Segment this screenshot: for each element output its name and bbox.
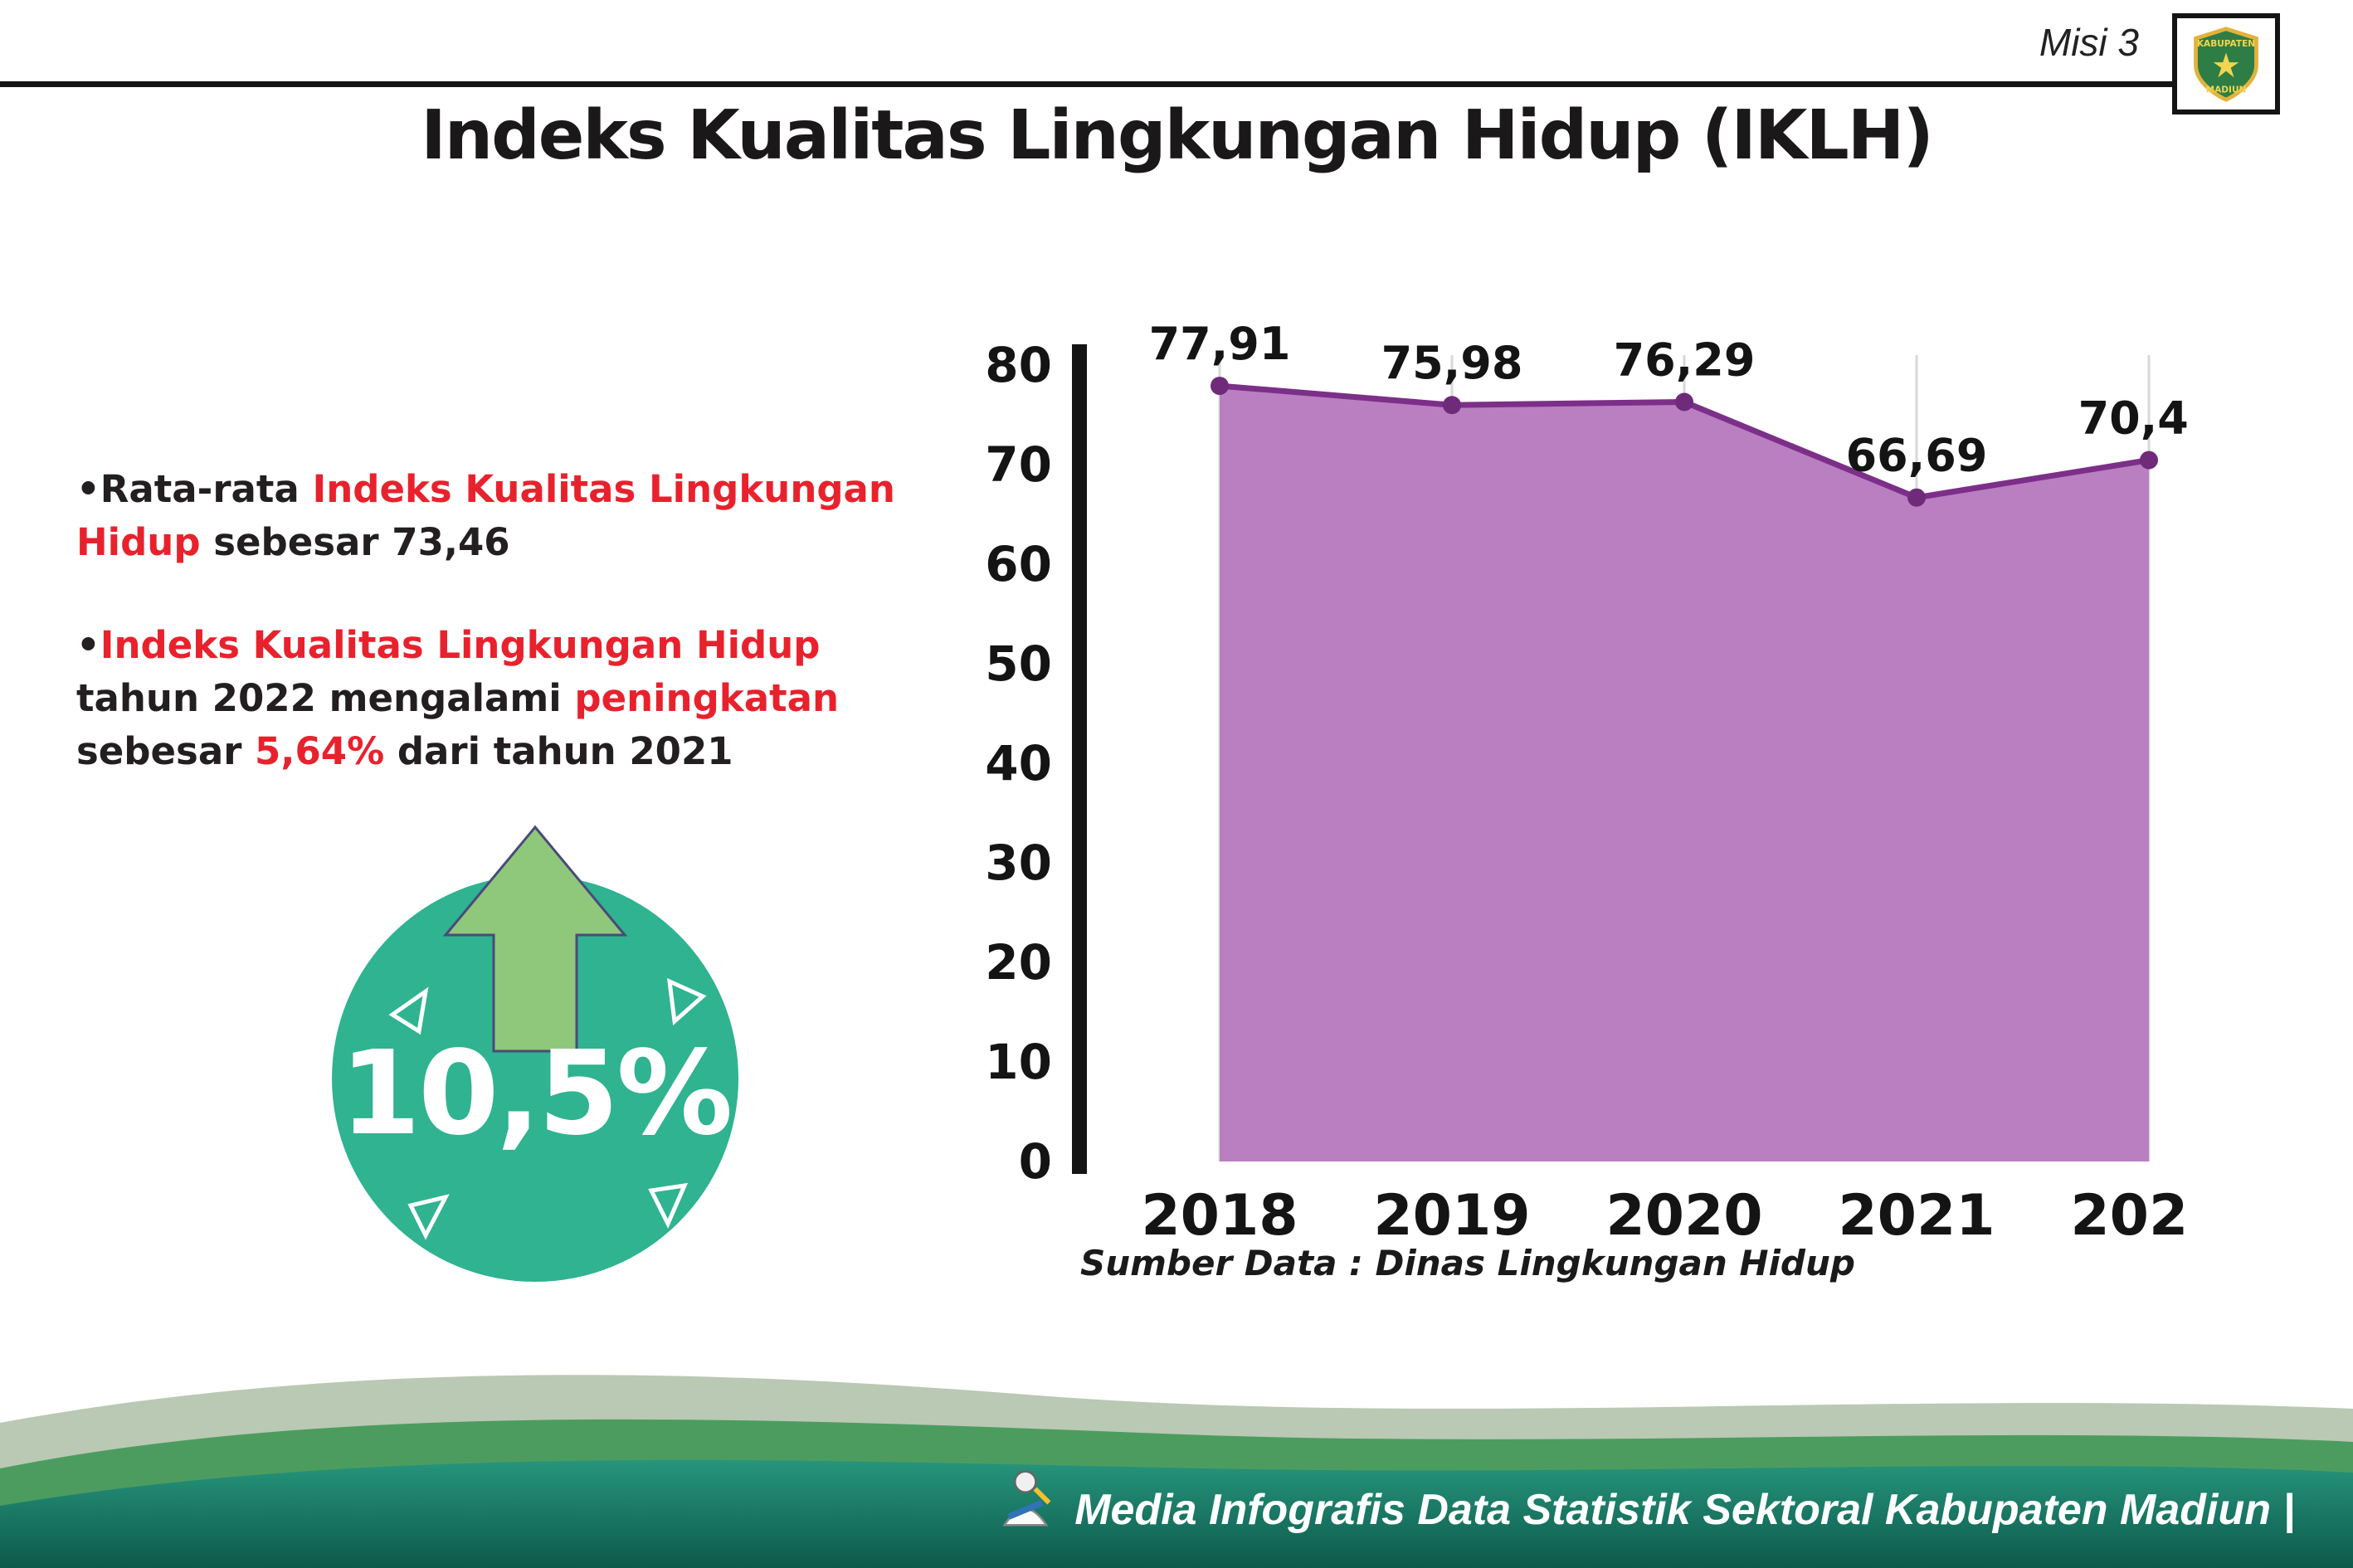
kabupaten-madiun-crest-icon: KABUPATEN MADIUN [2194,27,2258,102]
badge-circle [332,875,738,1282]
chart-y-tick-label: 50 [985,635,1052,692]
chart-value-label: 76,29 [1614,334,1756,387]
chart-point [1211,377,1229,396]
deco-triangle-icon [666,977,707,1026]
chart-point [1675,392,1693,411]
header-rule [0,81,2177,87]
misi-label: Misi 3 [2039,21,2139,64]
text-run: Rata-rata [100,467,313,511]
data-source-note: Sumber Data : Dinas Lingkungan Hidup [1080,1243,1855,1283]
footer-credit-text: Media Infografis Data Statistik Sektoral… [1074,1486,2295,1534]
key-points: •Rata-rata Indeks Kualitas Lingkungan Hi… [76,463,935,827]
text-run-highlight: Indeks Kualitas Lingkungan Hidup [100,622,821,667]
chart-value-label: 77,91 [1149,318,1291,370]
chart-x-label: 2020 [1605,1183,1762,1249]
iklh-area-chart: 77,91 75,98 76,29 66,69 70,45 0 10 20 30 40 50 60 70… [979,282,2227,1319]
deco-triangle-icon [648,1182,689,1229]
chart-y-tick-label: 10 [985,1034,1052,1090]
footer: Media Infografis Data Statistik Sektoral… [0,1344,2353,1568]
wave-layer-teal [0,1459,2353,1568]
chart-y-tick-label: 80 [985,337,1052,393]
chart-x-label: 2021 [1838,1183,1995,1249]
text-run: sebesar [76,728,256,773]
chart-value-label: 70,45 [2078,392,2190,445]
kabupaten-madiun-logo: KABUPATEN MADIUN [2172,13,2280,114]
chart-value-label: 66,69 [1846,430,1988,482]
up-arrow-icon [442,825,628,1053]
increase-percentage: 10,5% [339,1026,733,1161]
chart-y-tick-label: 30 [985,835,1052,891]
text-run: dari tahun 2021 [384,728,733,773]
chart-area [1220,386,2149,1161]
text-run: tahun 2022 mengalami [76,675,575,720]
chart-y-tick-label: 40 [985,735,1052,791]
text-run-highlight: peningkatan [574,675,840,720]
crest-text-bottom: MADIUN [2206,85,2247,95]
chart-value-label: 75,98 [1381,337,1523,389]
footer-waves-graphic [0,1375,2353,1568]
text-run-highlight: Indeks Kualitas Lingkungan Hidup [76,467,895,564]
chart-x-label: 2018 [1141,1183,1298,1249]
iklh-chart-svg: 77,91 75,98 76,29 66,69 70,45 0 10 20 30 40 50 60 70… [985,318,2227,1249]
bullet-average-iklh: •Rata-rata Indeks Kualitas Lingkungan Hi… [76,463,935,569]
chart-point [1907,488,1926,507]
chart-x-label: 2022 [2070,1183,2190,1249]
bullet-iklh-2022: •Indeks Kualitas Lingkungan Hidup tahun … [76,619,935,778]
chart-y-tick-label: 70 [985,436,1052,493]
text-run: sebesar 73,46 [200,519,510,564]
chart-y-axis [1072,344,1087,1174]
chart-y-tick-label: 20 [985,934,1052,991]
crest-star-icon [2213,52,2239,78]
bullet-marker: • [76,467,100,511]
deco-triangle-icon [407,1194,450,1240]
increase-badge-graphic [332,825,738,1282]
text-run-highlight: 5,64% [255,728,385,773]
footer-credit: Media Infografis Data Statistik Sektoral… [993,1465,2295,1535]
crest-text-top: KABUPATEN [2197,39,2255,49]
bullet-marker: • [76,622,100,667]
increase-badge: 10,5% [295,817,776,1332]
page-title: Indeks Kualitas Lingkungan Hidup (IKLH) [421,96,1934,175]
mascot-icon [1002,1470,1051,1527]
chart-point [1443,396,1461,415]
chart-x-label: 2019 [1373,1183,1530,1249]
chart-point [2140,450,2158,470]
chart-y-tick-label: 60 [985,536,1052,592]
chart-y-tick-label: 0 [1019,1133,1052,1190]
deco-triangle-icon [388,986,429,1035]
